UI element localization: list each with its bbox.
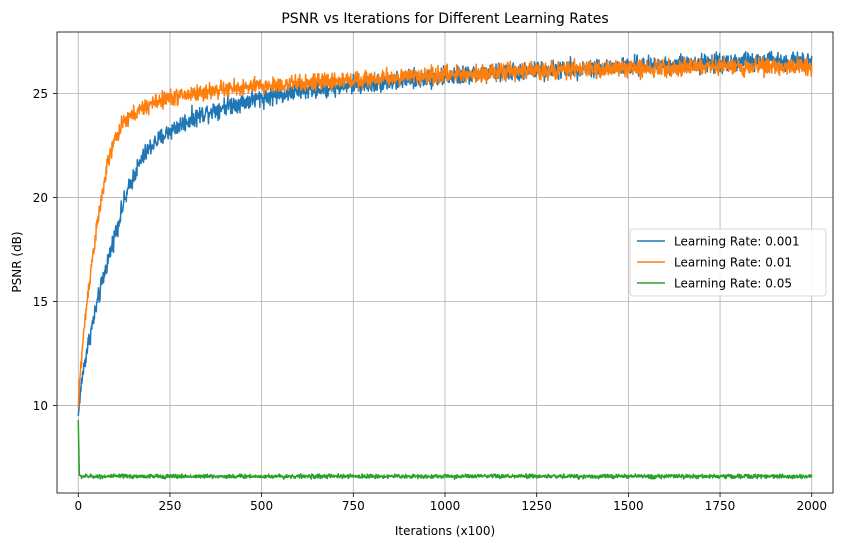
y-tick-label: 25 xyxy=(33,87,48,101)
chart-title: PSNR vs Iterations for Different Learnin… xyxy=(281,11,608,27)
x-tick-label: 500 xyxy=(250,499,273,513)
legend-label-1: Learning Rate: 0.01 xyxy=(674,256,792,270)
legend-label-0: Learning Rate: 0.001 xyxy=(674,235,800,249)
x-tick-label: 1250 xyxy=(521,499,552,513)
grid-lines xyxy=(57,32,833,493)
x-tick-label: 1500 xyxy=(613,499,644,513)
x-tick-label: 750 xyxy=(342,499,365,513)
legend-box xyxy=(629,228,827,297)
x-axis-label: Iterations (x100) xyxy=(395,524,495,538)
legend-label-2: Learning Rate: 0.05 xyxy=(674,277,792,291)
y-tick-label: 10 xyxy=(33,399,48,413)
x-tick-label: 250 xyxy=(158,499,181,513)
legend: Learning Rate: 0.001 Learning Rate: 0.01… xyxy=(629,228,827,297)
y-axis-label: PSNR (dB) xyxy=(10,231,24,292)
x-tick-label: 2000 xyxy=(796,499,827,513)
y-tick-label: 20 xyxy=(33,191,48,205)
y-axis-ticks: 10 15 20 25 xyxy=(33,87,57,413)
series-layer xyxy=(77,50,813,480)
x-axis-ticks: 0 250 500 750 1000 1250 1500 1750 2000 xyxy=(74,493,827,513)
series-line-2 xyxy=(77,420,813,480)
x-tick-label: 1750 xyxy=(705,499,736,513)
x-tick-label: 1000 xyxy=(430,499,461,513)
x-tick-label: 0 xyxy=(74,499,82,513)
y-tick-label: 15 xyxy=(33,295,48,309)
series-line-1 xyxy=(77,55,813,408)
